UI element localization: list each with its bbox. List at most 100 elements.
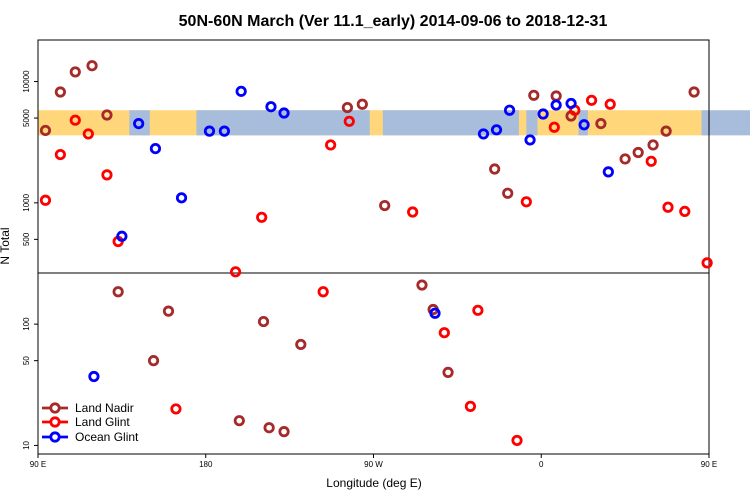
land-nadir-point — [595, 118, 607, 130]
ocean-glint-point — [537, 108, 549, 120]
land-nadir-point — [416, 279, 428, 291]
map-band-ocean — [129, 110, 750, 136]
legend-label-ocean-glint: Ocean Glint — [75, 430, 139, 444]
ocean-glint-point — [175, 192, 188, 204]
land-glint-point — [511, 434, 523, 447]
y-axis: 500 1000 5000 10000 10 50 100 — [22, 70, 38, 450]
land-glint-point — [101, 169, 113, 181]
land-nadir-point — [442, 366, 454, 379]
x-tick-label: 0 — [539, 460, 544, 469]
land-glint-point — [520, 196, 532, 208]
x-axis: 90 E 180 90 W 0 90 E — [30, 454, 717, 469]
land-glint-point — [548, 121, 560, 133]
map-band-ocean-segment — [526, 110, 538, 136]
chart-title: 50N-60N March (Ver 11.1_early) 2014-09-0… — [179, 13, 608, 30]
land-glint-point — [464, 400, 477, 412]
land-nadir-point — [101, 109, 113, 121]
map-band-ocean-segment — [129, 110, 150, 136]
land-nadir-point — [257, 315, 270, 328]
ocean-glint-point — [203, 125, 216, 137]
land-nadir-point — [356, 98, 368, 110]
land-glint-point — [39, 194, 52, 206]
land-glint-point — [585, 94, 598, 106]
ocean-glint-point — [477, 128, 490, 140]
land-nadir-point — [263, 422, 275, 434]
ocean-glint-point — [133, 118, 145, 130]
land-glint-point — [256, 211, 268, 223]
ocean-glint-point — [578, 119, 590, 131]
ocean-glint-point — [524, 134, 536, 146]
x-tick-label: 90 E — [701, 460, 717, 469]
land-nadir-point — [660, 125, 672, 137]
y-tick-label: 5000 — [22, 109, 31, 127]
ocean-glint-point — [149, 142, 162, 155]
land-nadir-point — [632, 146, 644, 159]
x-tick-label: 180 — [199, 460, 213, 469]
land-nadir-point — [147, 355, 160, 367]
map-band-ocean-segment — [382, 110, 519, 136]
land-nadir-point — [233, 415, 245, 427]
land-nadir-point — [39, 124, 52, 137]
legend-marker-land-nadir — [49, 402, 61, 414]
land-nadir-point — [528, 89, 540, 101]
y-tick-label: 50 — [22, 356, 31, 365]
land-glint-point — [438, 327, 450, 339]
legend-label-land-glint: Land Glint — [75, 415, 130, 429]
ocean-glint-point — [235, 85, 247, 97]
ocean-glint-point — [490, 124, 503, 136]
ocean-glint-point — [116, 230, 128, 242]
land-nadir-point — [502, 187, 514, 199]
land-nadir-point — [341, 101, 354, 114]
land-nadir-point — [69, 66, 81, 78]
land-glint-point — [170, 403, 182, 415]
land-nadir-point — [54, 86, 66, 98]
x-tick-label: 90 E — [30, 460, 46, 469]
legend-marker-land-glint — [49, 416, 61, 428]
land-glint-point — [54, 148, 66, 161]
land-glint-point — [82, 128, 94, 140]
ocean-glint-point — [218, 125, 230, 137]
y-tick-label: 1000 — [22, 193, 31, 211]
map-band-ocean-segment — [578, 110, 588, 136]
land-nadir-point — [619, 153, 631, 165]
land-glint-point — [69, 114, 81, 126]
legend-marker-ocean-glint — [49, 431, 61, 443]
land-nadir-point — [162, 305, 175, 317]
x-tick-label: 90 W — [364, 460, 383, 469]
land-nadir-point — [688, 86, 700, 98]
land-glint-point — [645, 155, 657, 167]
land-glint-point — [317, 286, 329, 298]
ocean-glint-point — [602, 166, 614, 178]
y-axis-label: N Total — [0, 227, 12, 264]
land-nadir-point — [489, 163, 501, 175]
y-tick-label: 10 — [22, 440, 31, 449]
y-tick-label: 10000 — [22, 70, 31, 93]
ocean-glint-point — [278, 107, 290, 119]
land-nadir-point — [278, 426, 290, 438]
x-axis-label: Longitude (deg E) — [326, 476, 421, 490]
land-glint-point — [701, 257, 713, 269]
land-nadir-point — [112, 286, 124, 298]
land-nadir-point — [647, 139, 659, 151]
ocean-glint-point — [503, 104, 516, 116]
ocean-glint-point — [88, 370, 100, 383]
land-glint-point — [343, 115, 355, 127]
land-glint-point — [472, 304, 484, 316]
land-glint-point — [604, 98, 616, 110]
map-band-ocean-segment — [701, 110, 750, 136]
legend-label-land-nadir: Land Nadir — [75, 401, 134, 415]
land-glint-point — [662, 201, 674, 213]
y-tick-label: 500 — [22, 232, 31, 246]
land-glint-point — [229, 266, 242, 278]
data-points — [39, 60, 713, 447]
land-nadir-point — [379, 199, 391, 212]
y-tick-label: 100 — [22, 317, 31, 331]
map-band — [38, 110, 750, 136]
land-nadir-point — [86, 60, 98, 72]
land-glint-point — [679, 205, 691, 217]
ocean-glint-point — [565, 97, 577, 110]
ocean-glint-point — [429, 307, 441, 319]
